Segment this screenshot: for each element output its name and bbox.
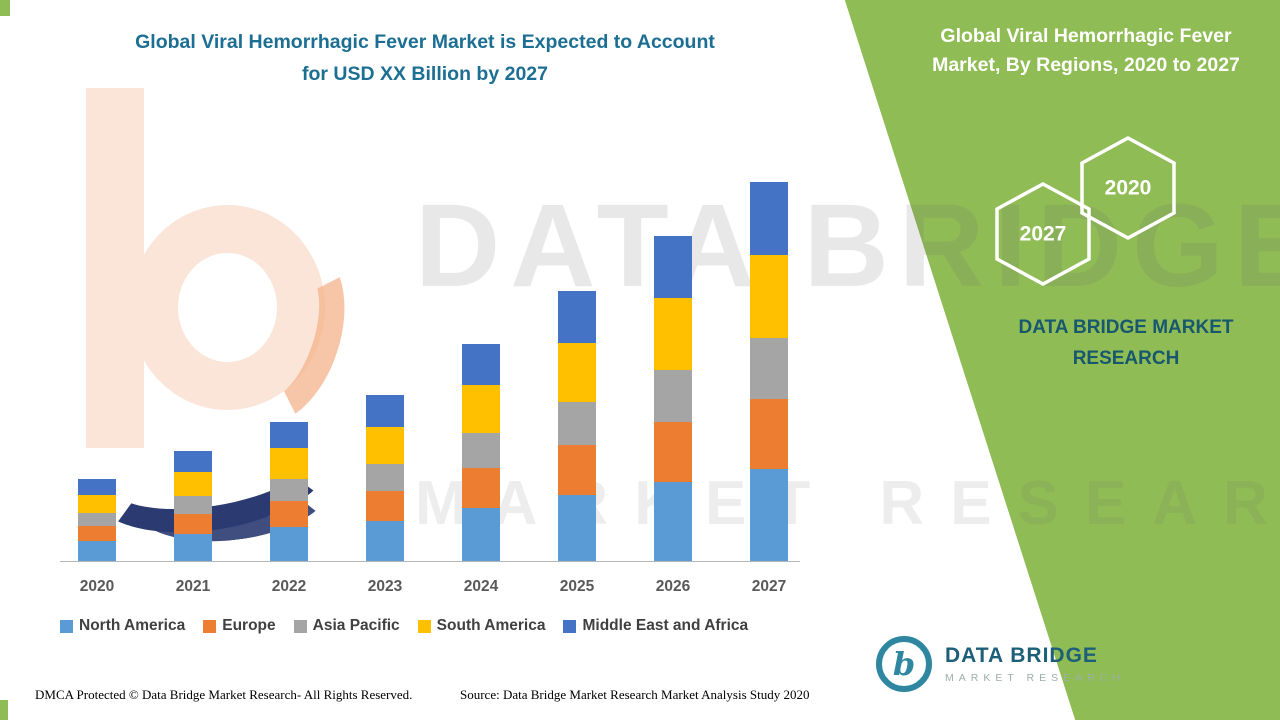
bar-segment-south-america (270, 448, 308, 479)
legend-item-middle-east-and-africa: Middle East and Africa (563, 617, 748, 635)
bar-segment-asia-pacific (654, 370, 692, 422)
legend-item-north-america: North America (60, 617, 185, 635)
x-axis-label-2021: 2021 (175, 578, 211, 595)
brand-text-on-green: DATA BRIDGE MARKET RESEARCH (1000, 312, 1252, 374)
chart-title: Global Viral Hemorrhagic Fever Market is… (40, 26, 810, 90)
bar-segment-asia-pacific (462, 433, 500, 468)
chart-title-line2: for USD XX Billion by 2027 (302, 63, 548, 85)
hexagon-2020-outline (1080, 136, 1176, 240)
legend-label: North America (79, 617, 186, 634)
bar-segment-europe (750, 399, 788, 469)
legend-label: South America (436, 617, 546, 634)
corner-accent-top-left (0, 0, 10, 16)
bar-segment-north-america (654, 482, 692, 561)
bar-segment-south-america (174, 472, 212, 496)
logo-name: DATA BRIDGE (945, 644, 1098, 667)
x-axis-label-2027: 2027 (751, 578, 787, 595)
chart-title-line1: Global Viral Hemorrhagic Fever Market is… (135, 31, 715, 53)
bar-segment-south-america (558, 343, 596, 402)
brand-text-line1: DATA BRIDGE MARKET (1018, 317, 1234, 338)
bar-segment-europe (366, 491, 404, 521)
legend-swatch (203, 619, 217, 633)
bar-segment-north-america (366, 521, 404, 561)
brand-b-watermark-stem (86, 88, 144, 448)
bar-2022 (270, 422, 308, 561)
bar-segment-middle-east-and-africa (270, 422, 308, 448)
right-panel-heading: Global Viral Hemorrhagic Fever Market, B… (898, 22, 1274, 80)
footer-source-text: Source: Data Bridge Market Research Mark… (460, 687, 810, 702)
legend-item-south-america: South America (417, 617, 546, 635)
bar-segment-south-america (462, 385, 500, 433)
logo-subtitle: MARKET RESEARCH (945, 672, 1125, 684)
data-bridge-logo-text: DATA BRIDGE MARKET RESEARCH (945, 644, 1125, 684)
legend-label: Middle East and Africa (582, 617, 749, 634)
bar-segment-middle-east-and-africa (750, 182, 788, 255)
bar-2025 (558, 291, 596, 561)
right-panel-heading-line1: Global Viral Hemorrhagic Fever (940, 25, 1232, 47)
x-axis-label-2026: 2026 (655, 578, 691, 595)
bar-segment-north-america (270, 527, 308, 561)
bar-segment-middle-east-and-africa (462, 344, 500, 385)
legend-item-europe: Europe (203, 617, 276, 635)
legend-swatch (60, 619, 73, 633)
x-axis-label-2024: 2024 (463, 578, 499, 595)
bar-segment-middle-east-and-africa (558, 291, 596, 343)
bar-segment-middle-east-and-africa (78, 479, 116, 495)
bar-segment-asia-pacific (78, 513, 116, 526)
bar-segment-middle-east-and-africa (174, 451, 212, 472)
data-bridge-logo-icon: b (876, 636, 932, 692)
hexagon-2020-label: 2020 (1105, 177, 1152, 200)
bar-segment-south-america (366, 427, 404, 464)
legend-swatch (293, 619, 307, 633)
bar-segment-south-america (654, 298, 692, 370)
bar-segment-asia-pacific (750, 338, 788, 399)
bar-segment-europe (270, 501, 308, 527)
x-axis-labels: 2020 2021 2022 2023 2024 2025 2026 2027 (60, 578, 800, 600)
bar-segment-middle-east-and-africa (366, 395, 404, 427)
bar-2021 (174, 451, 212, 561)
bar-segment-asia-pacific (174, 496, 212, 514)
corner-accent-bottom-left (0, 700, 8, 720)
legend-swatch (417, 619, 431, 633)
bar-segment-europe (558, 445, 596, 495)
x-axis-label-2025: 2025 (559, 578, 595, 595)
bar-2027 (750, 182, 788, 561)
footer-dmca-text: DMCA Protected © Data Bridge Market Rese… (35, 687, 413, 702)
legend-swatch (563, 619, 577, 633)
bar-segment-europe (78, 526, 116, 541)
brand-text-line2: RESEARCH (1072, 348, 1180, 369)
hexagon-2027-label: 2027 (1020, 223, 1067, 246)
bar-segment-north-america (462, 508, 500, 561)
bar-2020 (78, 479, 116, 561)
hexagon-2027-outline (995, 182, 1091, 286)
legend-item-asia-pacific: Asia Pacific (293, 617, 400, 635)
bar-segment-south-america (750, 255, 788, 338)
bar-2026 (654, 236, 692, 561)
year-hexagons: 2027 2020 (995, 136, 1176, 286)
bar-segment-europe (174, 514, 212, 534)
bar-segment-europe (462, 468, 500, 508)
stacked-bar-chart (60, 182, 800, 562)
bar-segment-south-america (78, 495, 116, 513)
bar-segment-asia-pacific (558, 402, 596, 445)
right-panel-heading-line2: Market, By Regions, 2020 to 2027 (932, 54, 1240, 76)
bar-2024 (462, 344, 500, 561)
bar-segment-europe (654, 422, 692, 482)
bar-2023 (366, 395, 404, 561)
bar-segment-north-america (78, 541, 116, 561)
bar-segment-north-america (558, 495, 596, 561)
bar-segment-north-america (750, 469, 788, 561)
data-bridge-logo: b DATA BRIDGE MARKET RESEARCH (876, 636, 1125, 692)
legend-label: Asia Pacific (312, 617, 400, 634)
x-axis-label-2020: 2020 (79, 578, 115, 595)
bar-segment-asia-pacific (366, 464, 404, 491)
legend: North America Europe Asia Pacific South Ame… (60, 617, 748, 635)
bar-segment-north-america (174, 534, 212, 561)
x-axis-label-2022: 2022 (271, 578, 307, 595)
bar-segment-middle-east-and-africa (654, 236, 692, 298)
legend-label: Europe (222, 617, 276, 634)
bar-segment-asia-pacific (270, 479, 308, 501)
x-axis-label-2023: 2023 (367, 578, 403, 595)
